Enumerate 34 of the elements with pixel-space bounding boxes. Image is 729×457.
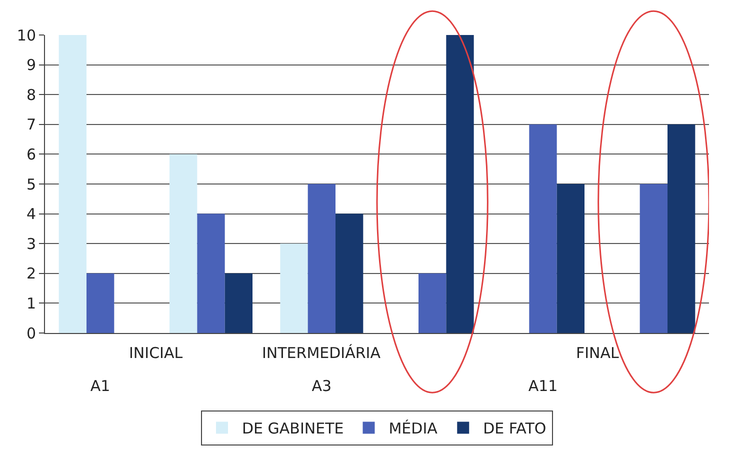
bar bbox=[224, 273, 252, 333]
bar bbox=[336, 214, 364, 333]
legend-label: DE FATO bbox=[483, 420, 546, 438]
y-tick-label: 1 bbox=[26, 294, 36, 312]
text: INTERMEDIÁRIA bbox=[262, 344, 382, 362]
x-tick-label: A11 bbox=[528, 377, 558, 395]
y-tick-label: 4 bbox=[26, 205, 36, 224]
y-tick-label: 7 bbox=[26, 116, 36, 134]
bar bbox=[668, 124, 696, 333]
y-tick-label: 2 bbox=[26, 264, 36, 283]
y-tick-label: 3 bbox=[26, 234, 36, 253]
y-tick-label: 5 bbox=[26, 175, 36, 194]
x-tick-label: A3 bbox=[312, 377, 332, 395]
legend-label: DE GABINETE bbox=[242, 420, 344, 438]
text: FINAL bbox=[576, 344, 620, 362]
bar bbox=[197, 214, 225, 333]
y-tick-label: 8 bbox=[26, 86, 36, 104]
bar bbox=[86, 273, 114, 333]
bar bbox=[418, 273, 446, 333]
bar bbox=[529, 124, 557, 333]
legend-label: MÉDIA bbox=[388, 420, 438, 438]
bar bbox=[308, 184, 336, 333]
bar bbox=[446, 35, 474, 333]
bar bbox=[58, 35, 86, 333]
y-tick-label: 10 bbox=[16, 26, 36, 44]
bar bbox=[170, 154, 198, 333]
text: INICIAL bbox=[129, 344, 184, 362]
x-tick-label: A1 bbox=[90, 377, 110, 395]
bar bbox=[556, 184, 584, 333]
y-tick-label: 0 bbox=[26, 324, 36, 342]
bar bbox=[280, 244, 308, 333]
y-tick-label: 9 bbox=[26, 56, 36, 74]
bar bbox=[640, 184, 668, 333]
y-tick-label: 6 bbox=[26, 145, 36, 164]
